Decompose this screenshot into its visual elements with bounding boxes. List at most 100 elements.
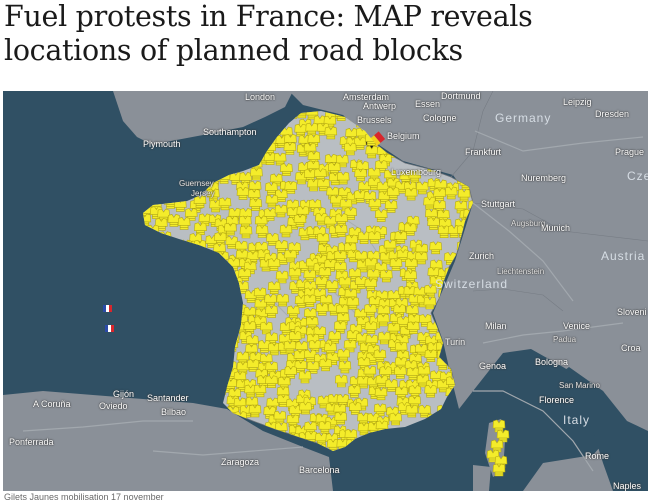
protest-marker[interactable] (179, 239, 192, 253)
protest-marker[interactable] (198, 164, 212, 178)
protest-marker[interactable] (194, 323, 207, 337)
protest-marker[interactable] (237, 136, 251, 149)
protest-marker[interactable] (137, 225, 150, 239)
protest-marker[interactable] (156, 325, 169, 339)
protest-marker[interactable] (286, 106, 299, 119)
protest-marker[interactable] (225, 160, 239, 173)
protest-marker[interactable] (244, 154, 258, 168)
protest-marker[interactable] (455, 424, 469, 438)
protest-marker[interactable] (200, 145, 213, 159)
protest-marker[interactable] (173, 261, 187, 275)
protest-marker[interactable] (174, 199, 187, 212)
protest-marker[interactable] (148, 151, 161, 165)
protest-marker[interactable] (169, 287, 182, 300)
protest-marker[interactable] (205, 312, 218, 326)
protest-marker[interactable] (136, 348, 148, 362)
protest-marker[interactable] (453, 441, 467, 454)
protest-marker[interactable] (407, 429, 420, 442)
protest-marker[interactable] (224, 285, 237, 298)
protest-marker[interactable] (187, 251, 201, 265)
protest-marker[interactable] (177, 378, 191, 391)
protest-marker[interactable] (166, 153, 179, 166)
protest-marker[interactable] (156, 261, 170, 274)
protest-marker[interactable] (158, 280, 172, 294)
protest-marker[interactable] (135, 278, 148, 292)
protest-marker[interactable] (176, 366, 190, 380)
protest-marker[interactable] (177, 347, 190, 361)
protest-marker[interactable] (207, 340, 220, 354)
protest-marker[interactable] (146, 350, 160, 364)
protest-marker[interactable] (170, 332, 183, 346)
protest-marker[interactable] (178, 315, 191, 329)
protest-marker[interactable] (187, 271, 200, 285)
protest-marker[interactable] (464, 397, 477, 411)
protest-marker[interactable] (427, 430, 441, 444)
protest-marker[interactable] (173, 270, 187, 284)
protest-marker[interactable] (358, 442, 371, 455)
protest-marker[interactable] (154, 288, 168, 302)
protest-marker[interactable] (207, 146, 220, 159)
protest-marker[interactable] (163, 326, 177, 340)
protest-marker[interactable] (196, 267, 209, 281)
protest-marker[interactable] (436, 357, 450, 370)
protest-marker[interactable] (186, 163, 200, 176)
protest-marker[interactable] (186, 325, 200, 339)
protest-marker[interactable] (139, 333, 151, 347)
protest-marker[interactable] (199, 315, 213, 329)
protest-marker[interactable] (263, 124, 277, 138)
protest-marker[interactable] (168, 340, 182, 353)
protest-map[interactable]: Germany Switzerland Austria Italy Belgiu… (3, 91, 648, 491)
protest-marker[interactable] (145, 295, 159, 309)
protest-marker[interactable] (178, 186, 192, 199)
protest-marker[interactable] (207, 137, 220, 151)
protest-marker[interactable] (145, 179, 159, 192)
protest-marker[interactable] (245, 146, 258, 159)
protest-marker[interactable] (216, 269, 230, 283)
protest-marker[interactable] (193, 277, 206, 291)
protest-marker[interactable] (176, 340, 189, 354)
protest-marker[interactable] (146, 253, 159, 266)
protest-marker[interactable] (168, 158, 181, 172)
protest-marker[interactable] (140, 195, 153, 208)
protest-marker[interactable] (159, 178, 172, 191)
protest-marker[interactable] (215, 286, 229, 299)
protest-marker[interactable] (429, 424, 442, 438)
protest-marker[interactable] (149, 173, 162, 186)
protest-marker[interactable] (136, 149, 148, 163)
protest-marker[interactable] (443, 421, 457, 434)
protest-marker[interactable] (449, 405, 463, 419)
protest-marker[interactable] (437, 411, 451, 424)
protest-marker[interactable] (139, 262, 152, 276)
protest-marker[interactable] (195, 298, 208, 312)
protest-marker[interactable] (156, 171, 170, 185)
protest-marker[interactable] (213, 360, 227, 374)
protest-marker[interactable] (184, 140, 197, 154)
protest-marker[interactable] (225, 338, 239, 352)
protest-marker[interactable] (154, 250, 168, 264)
protest-marker[interactable] (263, 142, 276, 155)
protest-marker[interactable] (198, 376, 212, 390)
protest-marker[interactable] (184, 258, 197, 272)
protest-marker[interactable] (217, 295, 230, 308)
protest-marker[interactable] (468, 440, 481, 453)
protest-marker[interactable] (134, 297, 147, 311)
protest-marker[interactable] (145, 320, 159, 334)
protest-marker[interactable] (137, 271, 150, 285)
protest-marker[interactable] (435, 441, 448, 454)
protest-marker[interactable] (209, 151, 223, 164)
protest-marker[interactable] (155, 164, 168, 177)
protest-marker[interactable] (213, 386, 227, 399)
protest-marker[interactable] (295, 106, 309, 119)
protest-marker[interactable] (209, 358, 222, 372)
protest-marker[interactable] (233, 144, 247, 158)
protest-marker[interactable] (135, 357, 147, 371)
protest-marker[interactable] (149, 305, 163, 318)
protest-marker[interactable] (209, 271, 223, 285)
protest-marker[interactable] (160, 269, 173, 282)
protest-marker[interactable] (163, 303, 177, 317)
protest-marker[interactable] (204, 388, 218, 401)
protest-marker[interactable] (204, 370, 217, 384)
protest-marker[interactable] (165, 348, 178, 361)
protest-marker[interactable] (148, 240, 162, 254)
protest-marker[interactable] (158, 352, 171, 365)
